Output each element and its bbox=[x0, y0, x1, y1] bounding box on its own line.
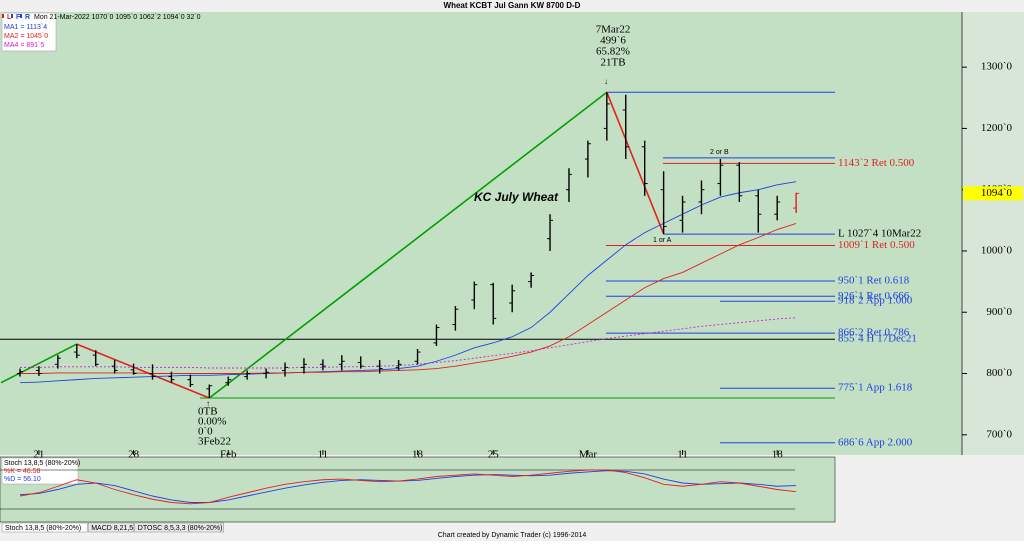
y-tick-label: 1200`0 bbox=[981, 122, 1013, 134]
level-label: 950`1 Ret 0.618 bbox=[838, 275, 910, 287]
last-price-label: 1094`0 bbox=[981, 187, 1013, 199]
x-tick-label: 25 bbox=[488, 449, 500, 461]
low-annotation: 0.00% bbox=[198, 416, 226, 428]
level-label: 1143`2 Ret 0.500 bbox=[838, 157, 915, 169]
y-tick-label: 1000`0 bbox=[981, 244, 1013, 256]
toolbar-button[interactable] bbox=[11, 14, 13, 18]
low-annotation: 0TB bbox=[198, 406, 218, 418]
tab-label: DTOSC 8,5,3,3 (80%-20%) bbox=[138, 525, 223, 532]
toolbar-label: R bbox=[25, 14, 30, 21]
y-tick-label: 1300`0 bbox=[981, 61, 1013, 73]
low-annotation: 3Feb22 bbox=[198, 436, 231, 448]
tab[interactable] bbox=[134, 522, 224, 533]
level-label: 1009`1 Ret 0.500 bbox=[838, 239, 915, 251]
ma-legend-entry: MA4 = 891`5 bbox=[4, 42, 44, 49]
swing-line bbox=[76, 343, 210, 399]
stoch-line bbox=[19, 470, 797, 503]
x-tick-label: 11 bbox=[677, 449, 688, 461]
swing-line bbox=[208, 91, 608, 399]
level-label: L 1027`4 10Mar22 bbox=[838, 228, 921, 240]
level-label: 866`2 Ret 0.786 bbox=[838, 327, 910, 339]
high-annotation: 499`6 bbox=[600, 35, 626, 47]
tab[interactable] bbox=[87, 522, 135, 533]
level-label: 926`1 Ret 0.666 bbox=[838, 290, 910, 302]
x-tick-label: 18 bbox=[412, 449, 424, 461]
arrow: ↓ bbox=[604, 77, 608, 86]
level-label: 855`4 H 17Dec21 bbox=[838, 333, 917, 345]
tab[interactable] bbox=[1, 522, 88, 533]
high-annotation: 7Mar22 bbox=[596, 24, 631, 36]
level-label: 775`1 App 1.618 bbox=[838, 382, 913, 394]
tab-label: MACD 8,21,5 bbox=[91, 525, 133, 532]
y-tick-label: 900`0 bbox=[986, 306, 1012, 318]
last-price-marker bbox=[963, 186, 1023, 201]
stoch-legend: %D = 56.10 bbox=[4, 476, 41, 483]
chart-title: Wheat KCBT Jul Gann KW 8700 D-D bbox=[444, 1, 581, 10]
swing-line bbox=[0, 343, 78, 384]
tab-label: Stoch 13,8,5 (80%-20%) bbox=[5, 525, 81, 532]
wave-label: 2 or B bbox=[710, 149, 729, 156]
y-tick-label: 700`0 bbox=[986, 428, 1012, 440]
arrow: ↑ bbox=[206, 399, 210, 408]
stoch-legend-box bbox=[1, 457, 79, 485]
ma-legend-box bbox=[1, 12, 57, 52]
low-annotation: 0`0 bbox=[198, 426, 213, 438]
high-annotation: 65.82% bbox=[596, 46, 630, 58]
ma-line bbox=[20, 222, 797, 374]
plot-area bbox=[0, 12, 962, 455]
stoch-line bbox=[19, 469, 797, 505]
ma-line bbox=[19, 181, 797, 384]
quote: Mon 21-Mar-2022 1070`0 1095`0 1062`2 109… bbox=[34, 14, 201, 21]
x-tick-label: 11 bbox=[318, 449, 329, 461]
level-label: 686`6 App 2.000 bbox=[838, 436, 913, 448]
x-tick-label: 28 bbox=[128, 449, 140, 461]
swing-line bbox=[606, 91, 665, 235]
chart-name: KC July Wheat bbox=[474, 190, 559, 204]
footer: Chart created by Dynamic Trader (c) 1996… bbox=[438, 532, 587, 539]
high-annotation: 21TB bbox=[600, 57, 625, 69]
wave-label: 1 or A bbox=[653, 237, 672, 244]
x-tick-label: Feb bbox=[220, 449, 237, 461]
x-tick-label: 18 bbox=[772, 449, 784, 461]
stoch-legend: Stoch 13,8,5 (80%-20%) bbox=[4, 460, 80, 467]
stoch-panel bbox=[0, 456, 836, 523]
ma-legend-entry: MA1 = 1113`4 bbox=[4, 24, 47, 31]
toolbar-button[interactable] bbox=[20, 14, 22, 18]
toolbar-label: L bbox=[7, 14, 12, 21]
toolbar-button[interactable] bbox=[2, 14, 4, 18]
x-tick-label: Mar bbox=[579, 449, 598, 461]
price-axis-panel bbox=[962, 12, 1024, 455]
ma-legend-entry: MA2 = 1045`0 bbox=[4, 33, 48, 40]
toolbar-label: F bbox=[16, 14, 21, 21]
stoch-legend: %K = 46.58 bbox=[4, 468, 40, 475]
level-label: 918`2 App 1.000 bbox=[838, 295, 913, 307]
y-tick-label: 800`0 bbox=[986, 367, 1012, 379]
x-tick-label: 21 bbox=[33, 449, 44, 461]
ma-line bbox=[20, 317, 797, 369]
